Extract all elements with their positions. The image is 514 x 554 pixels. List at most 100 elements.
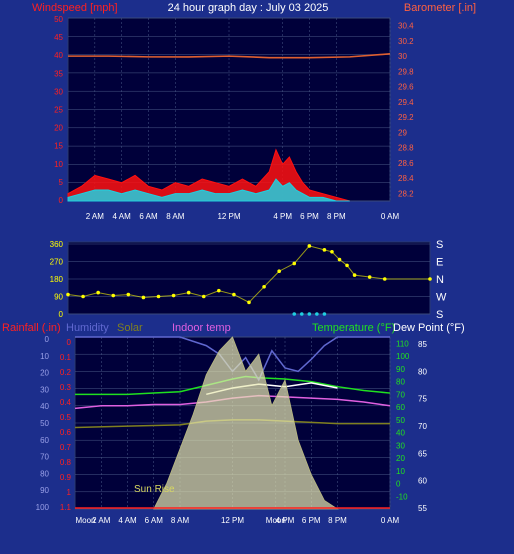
panel3-temp-tick-label: 80 xyxy=(396,378,405,387)
panel1-right-tick-label: 28.8 xyxy=(398,144,414,153)
panel3-temp-tick-label: 20 xyxy=(396,454,405,463)
panel3-temperature-ticks: -10 0 10 20 30 40 50 60 70 80 90 100 110 xyxy=(396,339,410,501)
panel2-compass-label: N xyxy=(436,274,444,286)
panel3-indoor-temp-label: Indoor temp xyxy=(172,322,231,334)
panel2-left-tick-label: 180 xyxy=(50,275,64,284)
panel3-series-group xyxy=(74,336,391,510)
panel3-humidity-ticks: 0 10 20 30 40 50 60 70 80 90 100 xyxy=(36,335,50,512)
panel3-x-tick-label: 8 PM xyxy=(328,516,347,525)
panel1-left-ticks: 0 5 10 15 20 25 30 35 40 45 50 xyxy=(54,15,63,205)
panel3-rain-ticks: 0 0.1 0.2 0.3 0.4 0.5 0.6 0.7 0.8 0.9 1 1.1 xyxy=(60,338,72,512)
panel1-left-tick-label: 20 xyxy=(54,124,63,133)
panel2-series-group xyxy=(66,244,432,316)
panel2-compass-label: W xyxy=(436,292,447,304)
panel2-series-1-point xyxy=(299,312,304,316)
panel3-rain-tick-label: 0.1 xyxy=(60,353,72,362)
panel2-series-1-point xyxy=(322,312,327,316)
panel3-rain-tick-label: 0.9 xyxy=(60,473,72,482)
panel1-series-group xyxy=(67,53,391,202)
panel3-temp-tick-label: 50 xyxy=(396,416,405,425)
panel1-left-tick-label: 50 xyxy=(54,15,63,24)
panel1-series-0-line xyxy=(68,53,391,59)
panel1-left-tick-label: 5 xyxy=(59,178,64,187)
panel1-x-tick-label: 4 AM xyxy=(113,212,132,221)
panel3-temp-tick-label: 40 xyxy=(396,429,405,438)
panel3-humidity-tick-label: 100 xyxy=(36,503,50,512)
panel1-right-tick-label: 29.8 xyxy=(398,67,414,76)
panel3-solar-radiation-area xyxy=(153,336,339,510)
panel1-left-tick-label: 15 xyxy=(54,142,63,151)
panel3-x-tick-label: 8 AM xyxy=(171,516,190,525)
panel3-humidity-tick-label: 0 xyxy=(45,335,50,344)
panel1-x-tick-label: 8 PM xyxy=(327,212,346,221)
panel3-rain-tick-label: 0 xyxy=(67,338,72,347)
panel3-x-tick-label: 6 AM xyxy=(145,516,164,525)
panel3-dew-tick-label: 75 xyxy=(418,395,427,404)
panel1-series-2-area xyxy=(67,178,350,202)
panel3-dew-tick-label: 80 xyxy=(418,367,427,376)
panel3-series-2-line xyxy=(75,336,390,382)
panel3-dew-tick-label: 60 xyxy=(418,477,427,486)
panel3-x-tick-label: Moon xyxy=(266,516,286,525)
panel3-rain-tick-label: 0.6 xyxy=(60,428,72,437)
panel3-rain-tick-label: 0.4 xyxy=(60,398,72,407)
panel3-rain-tick-label: 1 xyxy=(67,488,72,497)
panel3-humidity-tick-label: 50 xyxy=(40,419,49,428)
panel1-right-ticks: 28.2 28.4 28.6 28.8 29 29.2 29.4 29.6 29.8 30 30.2… xyxy=(398,22,414,199)
panel3-x-tick-label: 6 PM xyxy=(302,516,321,525)
panel3-humidity-tick-label: 40 xyxy=(40,402,49,411)
panel3-rain-tick-label: 0.2 xyxy=(60,368,72,377)
panel1-x-tick-label: 0 AM xyxy=(381,212,400,221)
panel2-series-0-line xyxy=(67,245,430,303)
sun-rise-label: Sun Rise xyxy=(134,484,175,495)
panel3-humidity-tick-label: 70 xyxy=(40,453,49,462)
panel3-x-tick-label: 4 AM xyxy=(118,516,137,525)
panel2-left-tick-label: 0 xyxy=(59,310,64,319)
panel3-temp-tick-label: 0 xyxy=(396,480,401,489)
panel2-gridlines xyxy=(68,243,430,315)
panel3-rainfall-label: Rainfall (.in) xyxy=(2,322,61,334)
panel3-x-tick-label: 12 PM xyxy=(221,516,244,525)
panel1-left-tick-label: 40 xyxy=(54,51,63,60)
panel3-temp-tick-label: -10 xyxy=(396,492,408,501)
panel3-rain-tick-label: 1.1 xyxy=(60,503,72,512)
panel1-right-axis-label: Barometer [.in] xyxy=(404,2,476,14)
panel3-rain-tick-label: 0.8 xyxy=(60,458,72,467)
panel1-x-tick-label: 6 AM xyxy=(139,212,158,221)
panel1-left-tick-label: 30 xyxy=(54,87,63,96)
panel1-right-tick-label: 29.4 xyxy=(398,98,414,107)
panel1-right-tick-label: 30.2 xyxy=(398,37,414,46)
panel3-temperature-solar: 0 0.1 0.2 0.3 0.4 0.5 0.6 0.7 0.8 0.9 1 1.1 0 10 20 30… xyxy=(36,335,428,525)
panel3-humidity-tick-label: 60 xyxy=(40,436,49,445)
panel1-right-tick-label: 29.6 xyxy=(398,83,414,92)
panel3-temp-tick-label: 90 xyxy=(396,365,405,374)
panel3-solar-label: Solar xyxy=(117,322,143,334)
panel3-humidity-tick-label: 20 xyxy=(40,369,49,378)
panel3-rain-tick-label: 0.5 xyxy=(60,413,72,422)
panel1-x-tick-label: 12 PM xyxy=(217,212,240,221)
panel3-dew-tick-label: 55 xyxy=(418,504,427,513)
panel3-temp-tick-label: 30 xyxy=(396,441,405,450)
panel1-x-ticks: 2 AM 4 AM 6 AM 8 AM 12 PM 4 PM 6 PM 8 PM 0 AM xyxy=(86,212,400,221)
panel3-dewpoint-label: Dew Point (°F) xyxy=(393,322,465,334)
panel3-dew-tick-label: 85 xyxy=(418,340,427,349)
panel3-humidity-tick-label: 80 xyxy=(40,469,49,478)
panel2-series-1-point xyxy=(307,312,312,316)
panel2-left-tick-label: 90 xyxy=(54,293,63,302)
panel2-compass-label: E xyxy=(436,257,443,269)
panel1-right-tick-label: 30.4 xyxy=(398,22,414,31)
panel3-dewpoint-ticks: 55 60 65 70 75 80 85 xyxy=(418,340,427,513)
panel3-x-tick-label: Moon xyxy=(75,516,95,525)
panel1-left-tick-label: 10 xyxy=(54,160,63,169)
panel1-right-tick-label: 28.2 xyxy=(398,189,414,198)
panel2-left-tick-label: 270 xyxy=(50,258,64,267)
panel3-temp-tick-label: 70 xyxy=(396,390,405,399)
panel1-left-tick-label: 45 xyxy=(54,33,63,42)
panel3-humidity-label: Humidity xyxy=(66,322,109,334)
panel3-header: Rainfall (.in) Humidity Solar Indoor tem… xyxy=(2,322,465,334)
